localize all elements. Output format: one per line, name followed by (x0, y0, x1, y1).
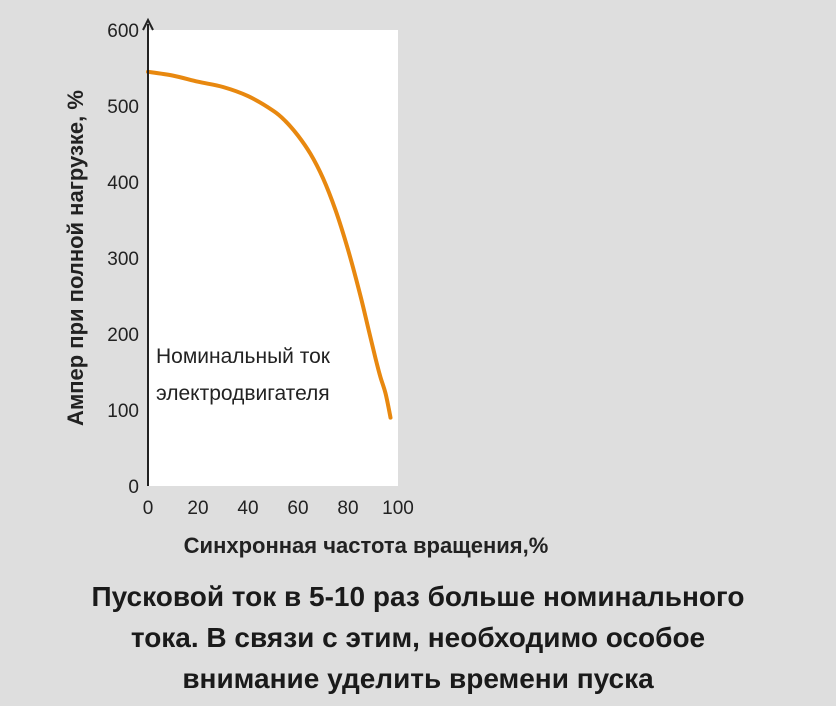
caption-line-2: тока. В связи с этим, необходимо особое (130, 622, 706, 653)
x-tick-label: 40 (237, 498, 258, 519)
x-axis-label: Синхронная частота вращения,% (184, 533, 549, 558)
y-tick-label: 400 (107, 173, 139, 194)
y-tick-label: 100 (107, 401, 139, 422)
caption: Пусковой ток в 5-10 раз больше номинальн… (0, 576, 836, 699)
x-tick-label: 0 (143, 498, 154, 519)
x-tick-label: 60 (287, 498, 308, 519)
chart: 0 100 200 300 400 500 600 0 20 40 60 80 100 Номинал… (63, 17, 549, 558)
y-tick-label: 500 (107, 97, 139, 118)
y-tick-labels: 0 100 200 300 400 500 600 (107, 21, 139, 498)
y-axis-label: Ампер при полной нагрузке, % (63, 90, 88, 426)
y-tick-label: 600 (107, 21, 139, 42)
x-tick-label: 80 (337, 498, 358, 519)
y-tick-label: 0 (128, 477, 139, 498)
caption-line-3: внимание уделить времени пуска (182, 663, 654, 694)
y-tick-label: 300 (107, 249, 139, 270)
caption-line-1: Пусковой ток в 5-10 раз больше номинальн… (91, 581, 745, 612)
y-axis-arrow (142, 17, 154, 31)
x-tick-labels: 0 20 40 60 80 100 (143, 498, 414, 519)
annotation-line-2: электродвигателя (156, 382, 330, 405)
plot-area (148, 30, 398, 486)
y-tick-label: 200 (107, 325, 139, 346)
x-tick-label: 100 (382, 498, 414, 519)
annotation-line-1: Номинальный ток (156, 345, 331, 368)
series-line (146, 69, 393, 420)
x-tick-label: 20 (187, 498, 208, 519)
